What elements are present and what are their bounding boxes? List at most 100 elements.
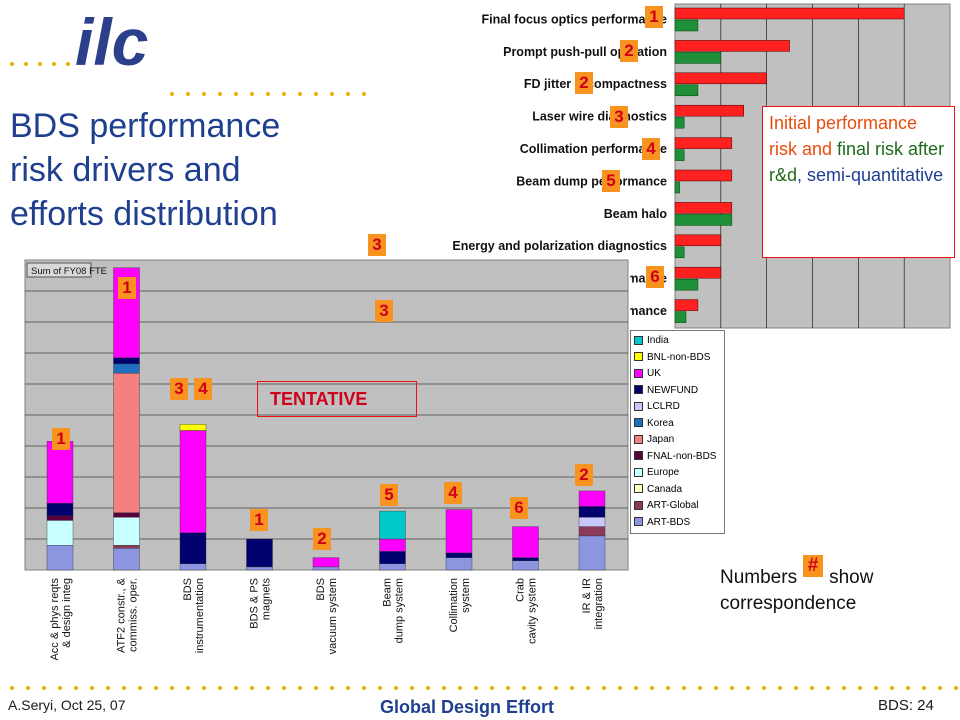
- fte-category-label-line: vacuum system: [327, 578, 339, 654]
- fte-legend-item: ART-BDS: [634, 515, 721, 532]
- fte-correspondence-badge: 4: [194, 378, 212, 400]
- fte-bar-segment: [46, 515, 74, 521]
- decor-dot: [922, 686, 926, 690]
- fte-category-label-line: & design integ: [61, 578, 73, 648]
- decor-dot: [730, 686, 734, 690]
- decor-dot: [890, 686, 894, 690]
- risk-category-label: Collimation performance: [520, 142, 667, 156]
- risk-bar-initial: [674, 169, 733, 182]
- decor-dot: [506, 686, 510, 690]
- risk-bar-initial: [674, 104, 744, 117]
- fte-bar-segment: [312, 557, 340, 568]
- decor-dot: [90, 686, 94, 690]
- fte-category-label-line: BDS: [315, 578, 327, 601]
- risk-bar-initial: [674, 40, 790, 52]
- footer-page-number: BDS: 24: [878, 697, 934, 714]
- decor-dot: [170, 92, 174, 96]
- fte-category-label: Crabcavity system: [515, 578, 539, 644]
- fte-category-label-line: cavity system: [527, 578, 539, 644]
- decor-dot: [346, 92, 350, 96]
- fte-category-label: Acc & phys reqts& design integ: [49, 578, 73, 661]
- decor-dots-mid: [170, 92, 375, 98]
- fte-bar-segment: [113, 363, 140, 374]
- risk-bar-initial: [674, 72, 767, 85]
- decor-dot: [410, 686, 414, 690]
- fte-category-label: BDS & PSmagnets: [249, 578, 273, 629]
- footer-org: Global Design Effort: [380, 697, 555, 717]
- risk-category-label: Laser wire diagnostics: [532, 110, 667, 124]
- legend-label: LCLRD: [647, 401, 680, 412]
- risk-correspondence-badge: 1: [645, 6, 663, 28]
- fte-bar-segment: [578, 517, 606, 527]
- risk-correspondence-badge: 3: [368, 234, 386, 256]
- decor-dot: [490, 686, 494, 690]
- decor-dot: [698, 686, 702, 690]
- decor-dot: [938, 686, 942, 690]
- fte-category-label: Beamdump system: [382, 578, 406, 643]
- decor-dot: [266, 686, 270, 690]
- risk-category-label: Final focus optics performance: [482, 12, 668, 26]
- legend-label: NEWFUND: [647, 384, 699, 396]
- risk-bar-initial: [674, 7, 905, 20]
- fte-legend-item: India: [634, 333, 721, 350]
- fte-bar-segment: [379, 510, 406, 540]
- decor-dot: [346, 686, 350, 690]
- fte-category-label: Collimationsystem: [448, 578, 472, 632]
- numbers-note-a: Numbers: [720, 567, 798, 588]
- fte-legend-item: NEWFUND: [634, 383, 721, 400]
- fte-correspondence-badge: 6: [510, 497, 528, 519]
- decor-dot: [538, 686, 542, 690]
- risk-category-label: Beam halo: [604, 207, 668, 221]
- fte-category-label: ATF2 constr., &commiss. oper.: [116, 577, 140, 653]
- decor-dot: [618, 686, 622, 690]
- decor-dot: [66, 62, 70, 66]
- fte-correspondence-badge: 4: [444, 482, 462, 504]
- decor-dot: [106, 686, 110, 690]
- fte-bar-segment: [113, 545, 140, 549]
- decor-dot: [186, 92, 190, 96]
- fte-bar-segment: [445, 557, 473, 571]
- decor-dot: [170, 686, 174, 690]
- fte-bar-segment: [379, 551, 406, 564]
- legend-swatch: [634, 467, 643, 477]
- fte-bar-segment: [46, 520, 74, 546]
- decor-dot: [474, 686, 478, 690]
- decor-dots-top: [10, 62, 80, 68]
- decor-dot: [378, 686, 382, 690]
- title-line-3: efforts distribution: [10, 195, 278, 233]
- risk-bar-final: [674, 181, 680, 194]
- decor-dot: [250, 92, 254, 96]
- legend-swatch: [634, 517, 643, 527]
- tentative-label: TENTATIVE: [257, 381, 417, 417]
- decor-dot: [778, 686, 782, 690]
- fte-bar-segment: [578, 506, 606, 518]
- decor-dot: [794, 686, 798, 690]
- decor-dot: [650, 686, 654, 690]
- decor-dot: [10, 62, 14, 66]
- decor-dot: [826, 686, 830, 690]
- fte-legend-item: Europe: [634, 465, 721, 482]
- risk-bar-initial: [674, 234, 722, 247]
- logo-text: ilc: [75, 10, 148, 72]
- decor-dot: [38, 62, 42, 66]
- decor-dot: [842, 686, 846, 690]
- fte-legend-item: LCLRD: [634, 399, 721, 416]
- decor-dot: [682, 686, 686, 690]
- fte-bar-segment: [113, 357, 140, 365]
- decor-dots-bottom: [10, 686, 960, 692]
- fte-bar-segment: [578, 535, 606, 571]
- legend-label: India: [647, 335, 669, 346]
- fte-legend-item: BNL-non-BDS: [634, 350, 721, 367]
- decor-dot: [314, 686, 318, 690]
- fte-bar-segment: [113, 372, 140, 513]
- decor-dot: [394, 686, 398, 690]
- fte-category-label: IR & IRintegration: [581, 578, 605, 629]
- decor-dot: [74, 686, 78, 690]
- fte-bar-segment: [312, 566, 340, 571]
- fte-legend-item: Canada: [634, 482, 721, 499]
- decor-dot: [666, 686, 670, 690]
- fte-legend-item: FNAL-non-BDS: [634, 449, 721, 466]
- fte-category-label: BDSinstrumentation: [182, 578, 206, 653]
- fte-bar-segment: [512, 560, 539, 571]
- fte-bar-segment: [379, 563, 406, 571]
